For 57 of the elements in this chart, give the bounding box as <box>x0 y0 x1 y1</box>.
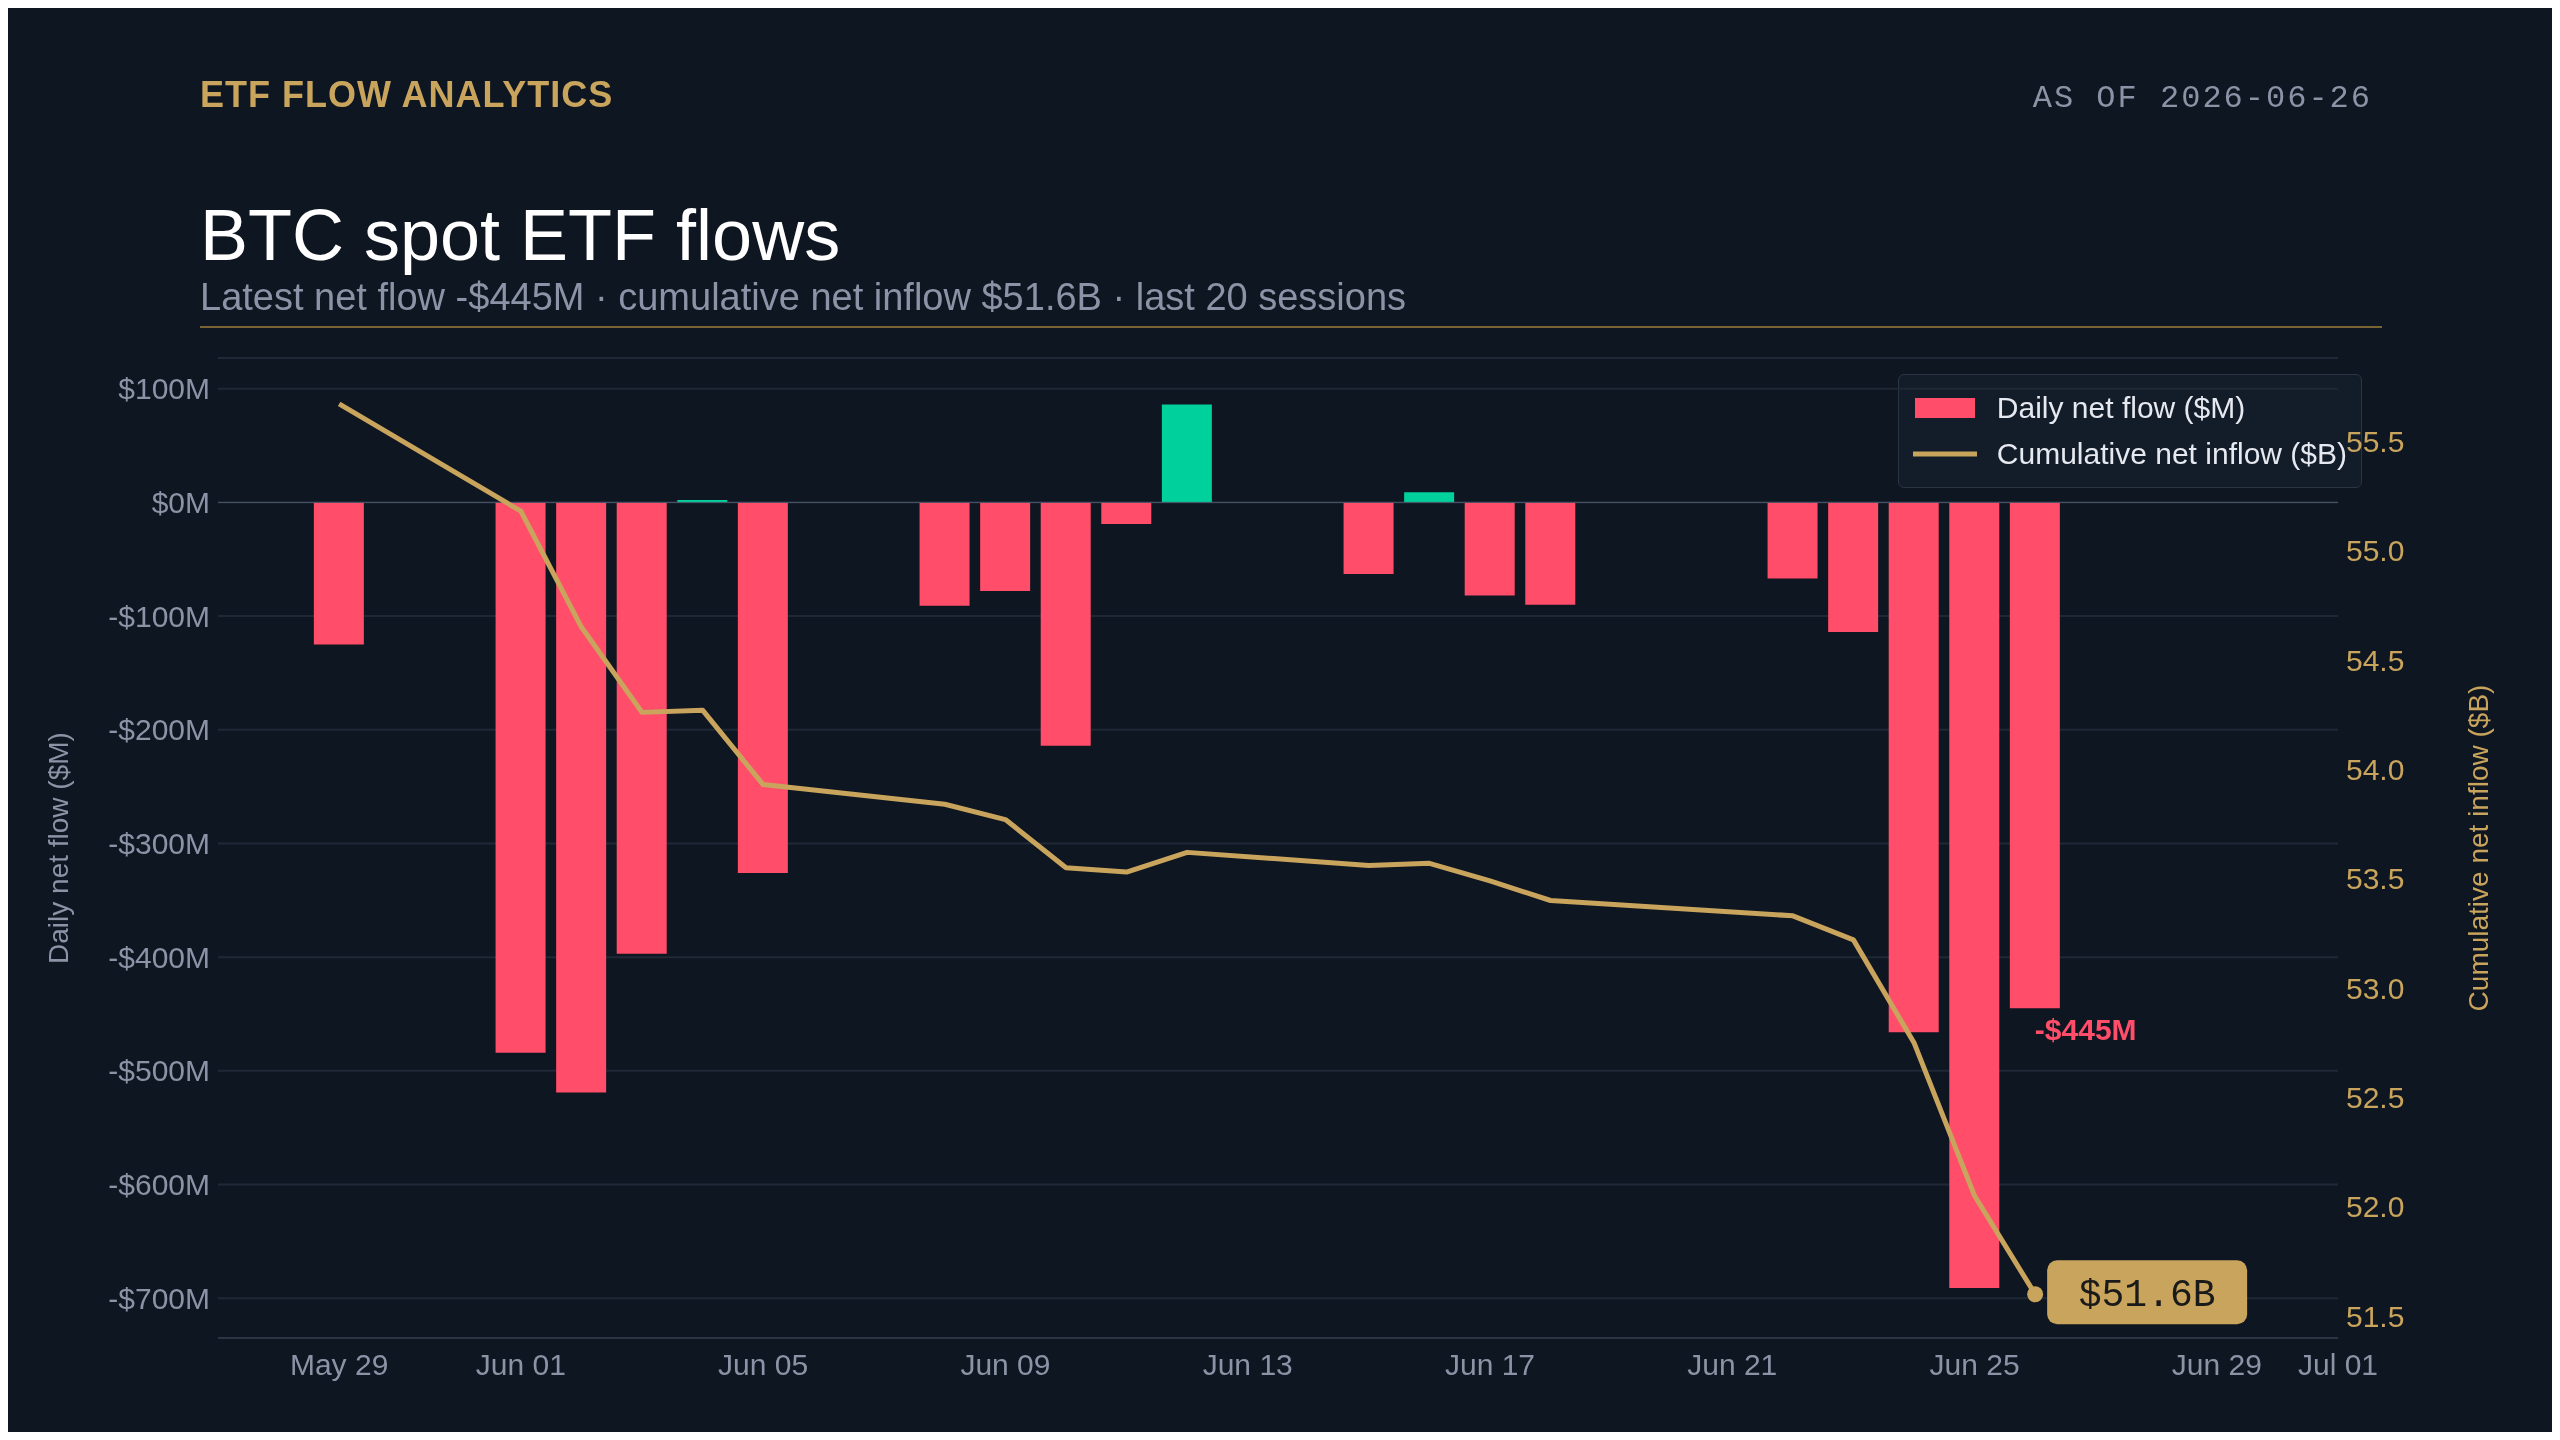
x-tick-label: Jun 25 <box>1929 1348 2020 1382</box>
x-tick-label: May 29 <box>289 1348 389 1382</box>
y-tick-label: -$700M <box>108 1281 210 1315</box>
annotation: $51.6B <box>2078 1274 2216 1318</box>
y-tick-label: $0M <box>151 486 210 520</box>
bar <box>980 502 1031 592</box>
bar <box>1888 502 1939 1033</box>
x-tick-label: Jun 21 <box>1687 1348 1778 1382</box>
bar <box>2009 502 2060 1009</box>
legend-label: Daily net flow ($M) <box>1996 390 2246 426</box>
bar <box>1404 492 1455 503</box>
chart-subtitle: Latest net flow -$445M · cumulative net inflow $51.6B · last 20 sessions <box>200 276 1407 319</box>
bar <box>1343 502 1394 575</box>
bar <box>1040 502 1091 746</box>
x-tick-label: Jun 13 <box>1202 1348 1293 1382</box>
y2-tick-label: 52.0 <box>2346 1190 2405 1224</box>
bar <box>1161 404 1212 503</box>
bar <box>1767 502 1818 579</box>
y2-tick-label: 53.5 <box>2346 862 2405 896</box>
x-tick-label: Jun 05 <box>718 1348 809 1382</box>
y-tick-label: -$100M <box>108 599 210 633</box>
bar <box>919 502 970 606</box>
x-tick-label: Jun 09 <box>960 1348 1051 1382</box>
y2-tick-label: 52.5 <box>2346 1081 2405 1115</box>
bar <box>495 502 546 1053</box>
x-tick-label: Jun 29 <box>2171 1348 2262 1382</box>
y2-tick-label: 55.0 <box>2346 534 2405 568</box>
bar <box>616 502 667 954</box>
data-label: -$445M <box>2034 1013 2137 1047</box>
bar <box>1525 502 1576 605</box>
text: ETF FLOW ANALYTICS <box>200 74 614 116</box>
x-tick-label: Jun 01 <box>475 1348 566 1382</box>
y-axis-title: Daily net flow ($M) <box>42 732 74 964</box>
y2-tick-label: 54.5 <box>2346 643 2405 677</box>
legend-label: Cumulative net inflow ($B) <box>1996 436 2347 472</box>
bar <box>313 502 364 645</box>
y2-tick-label: 53.0 <box>2346 971 2405 1005</box>
bar <box>737 502 788 874</box>
y2-tick-label: 54.0 <box>2346 752 2405 786</box>
bar <box>1949 502 2000 1288</box>
y-tick-label: -$300M <box>108 827 210 861</box>
y-tick-label: -$200M <box>108 713 210 747</box>
bar <box>1464 502 1515 596</box>
x-tick-label: Jun 17 <box>1444 1348 1536 1382</box>
y-tick-label: -$500M <box>108 1054 210 1088</box>
y2-tick-label: 55.5 <box>2346 424 2405 458</box>
text: AS OF 2026-06-26 <box>2032 80 2372 117</box>
bar <box>1828 502 1879 632</box>
y2-axis-title: Cumulative net inflow ($B) <box>2462 684 2494 1012</box>
bar <box>556 502 607 1093</box>
y-tick-label: $100M <box>118 372 210 406</box>
bar <box>1101 502 1152 524</box>
chart-title: BTC spot ETF flows <box>200 194 841 276</box>
x-tick-label: Jul 01 <box>2297 1348 2379 1382</box>
y-tick-label: -$400M <box>108 940 210 974</box>
y2-tick-label: 51.5 <box>2346 1299 2405 1333</box>
y-tick-label: -$600M <box>108 1168 210 1202</box>
